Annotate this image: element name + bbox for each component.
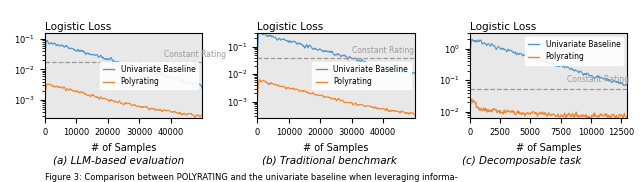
Text: Constant Rating: Constant Rating	[566, 75, 628, 84]
Text: (c) Decomposable task: (c) Decomposable task	[462, 156, 581, 166]
X-axis label: # of Samples: # of Samples	[516, 143, 581, 153]
X-axis label: # of Samples: # of Samples	[91, 143, 156, 153]
Legend: Univariate Baseline, Polyrating: Univariate Baseline, Polyrating	[312, 62, 411, 90]
Legend: Univariate Baseline, Polyrating: Univariate Baseline, Polyrating	[525, 37, 623, 64]
Text: (b) Traditional benchmark: (b) Traditional benchmark	[262, 156, 397, 166]
Text: Figure 3: Comparison between POLYRATING and the univariate baseline when leverag: Figure 3: Comparison between POLYRATING …	[45, 173, 458, 182]
Text: (a) LLM-based evaluation: (a) LLM-based evaluation	[52, 156, 184, 166]
X-axis label: # of Samples: # of Samples	[303, 143, 369, 153]
Text: Logistic Loss: Logistic Loss	[470, 22, 536, 32]
Text: Constant Rating: Constant Rating	[352, 46, 414, 55]
Text: Logistic Loss: Logistic Loss	[257, 22, 324, 32]
Text: Constant Rating: Constant Rating	[164, 50, 227, 59]
Text: Logistic Loss: Logistic Loss	[45, 22, 111, 32]
Legend: Univariate Baseline, Polyrating: Univariate Baseline, Polyrating	[100, 62, 198, 90]
